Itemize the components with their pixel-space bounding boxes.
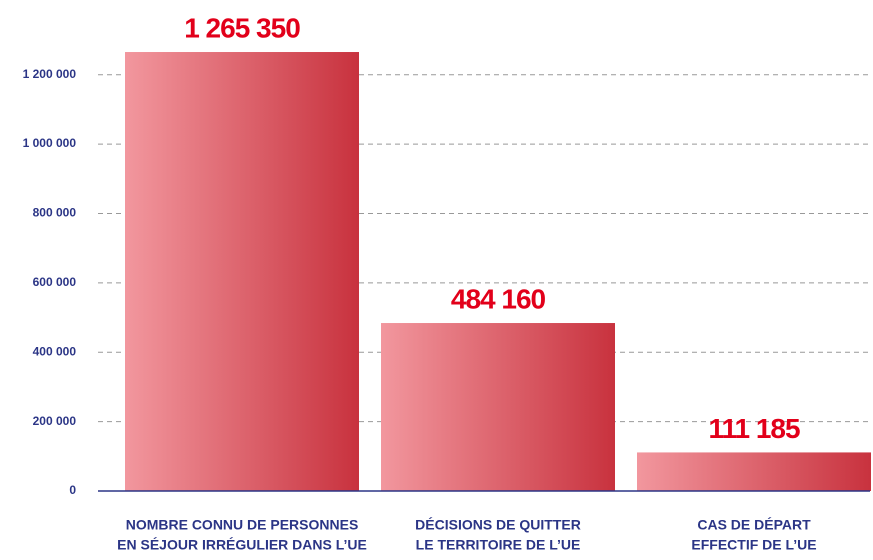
y-tick-label: 600 000 [33,275,77,289]
x-tick-label: DÉCISIONS DE QUITTER [415,517,581,533]
y-tick-label: 800 000 [33,206,77,220]
x-tick-label: EN SÉJOUR IRRÉGULIER DANS L’UE [117,537,367,553]
value-label: 484 160 [451,283,546,314]
value-label: 111 185 [708,413,800,444]
x-tick-label: NOMBRE CONNU DE PERSONNES [126,517,359,533]
bar [381,323,615,491]
bar [637,452,871,491]
y-tick-label: 1 200 000 [23,67,77,81]
value-label: 1 265 350 [184,12,300,43]
bar [125,52,359,492]
y-tick-label: 400 000 [33,344,77,358]
y-tick-label: 0 [69,483,76,497]
y-tick-label: 200 000 [33,414,77,428]
x-tick-label: CAS DE DÉPART [697,517,811,533]
x-tick-label: EFFECTIF DE L’UE [691,537,816,553]
x-tick-label: LE TERRITOIRE DE L’UE [416,537,581,553]
y-tick-label: 1 000 000 [23,136,77,150]
